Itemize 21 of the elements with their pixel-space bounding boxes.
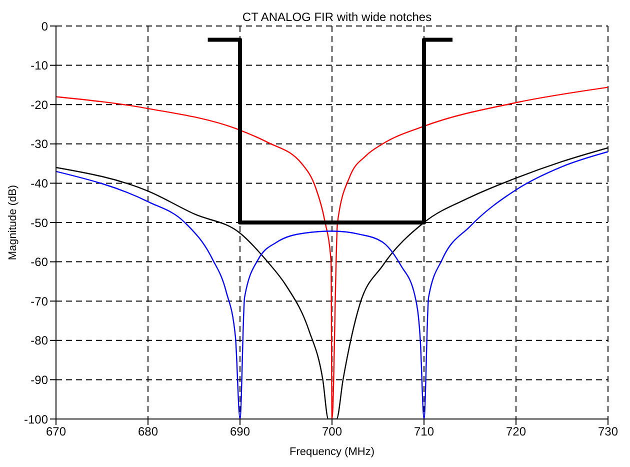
x-tick-label: 670 — [46, 424, 66, 439]
y-tick-label: -10 — [30, 58, 48, 73]
x-tick-label: 720 — [506, 424, 526, 439]
y-tick-label: -70 — [30, 294, 48, 308]
x-axis-title: Frequency (MHz) — [290, 446, 374, 458]
x-tick-label: 730 — [598, 424, 618, 439]
y-axis-title: Magnitude (dB) — [6, 184, 19, 260]
x-tick-label: 700 — [322, 424, 342, 439]
x-tick-label: 710 — [414, 424, 434, 439]
x-tick-label: 690 — [230, 424, 250, 439]
y-tick-label: -60 — [30, 255, 48, 270]
y-tick-label: -80 — [30, 334, 48, 348]
x-tick-label: 680 — [138, 424, 158, 439]
y-tick-label: -20 — [30, 98, 48, 112]
y-tick-label: -40 — [30, 176, 48, 190]
y-tick-label: -50 — [30, 216, 48, 230]
y-tick-label: -100 — [24, 412, 48, 426]
y-tick-label: 0 — [41, 19, 48, 34]
y-tick-label: -30 — [30, 137, 48, 152]
chart-title: CT ANALOG FIR with wide notches — [241, 10, 433, 24]
y-tick-label: -90 — [30, 372, 48, 387]
